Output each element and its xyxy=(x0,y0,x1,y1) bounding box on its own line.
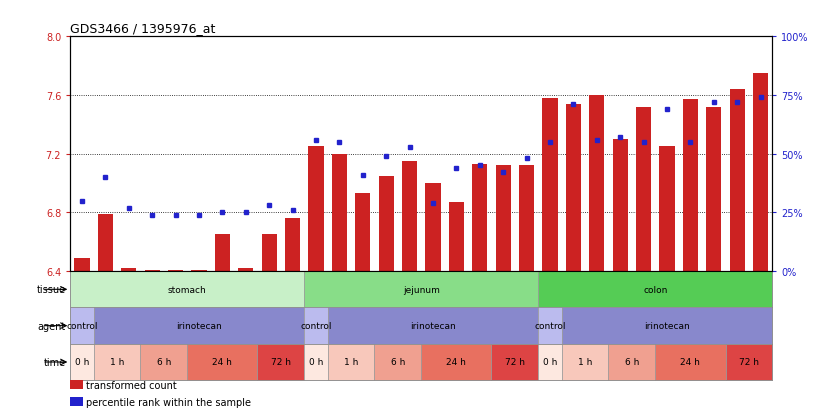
Bar xyxy=(496,166,510,271)
Bar xyxy=(70,380,83,389)
Bar xyxy=(70,271,304,308)
Bar xyxy=(308,147,324,271)
Text: irinotecan: irinotecan xyxy=(644,321,690,330)
Text: 24 h: 24 h xyxy=(681,358,700,367)
Bar xyxy=(706,107,721,271)
Bar xyxy=(543,99,558,271)
Text: tissue: tissue xyxy=(37,285,66,294)
Bar xyxy=(70,344,93,380)
Bar xyxy=(70,308,93,344)
Bar xyxy=(562,344,609,380)
Bar xyxy=(374,344,421,380)
Bar xyxy=(402,161,417,271)
Bar xyxy=(378,176,394,271)
Bar xyxy=(188,344,258,380)
Text: irinotecan: irinotecan xyxy=(176,321,222,330)
Bar xyxy=(304,271,539,308)
Bar xyxy=(93,344,140,380)
Bar xyxy=(332,154,347,271)
Text: colon: colon xyxy=(643,285,667,294)
Bar xyxy=(238,268,254,271)
Bar xyxy=(472,164,487,271)
Bar xyxy=(304,344,328,380)
Text: agent: agent xyxy=(38,321,66,331)
Bar xyxy=(421,344,491,380)
Bar xyxy=(539,271,772,308)
Bar xyxy=(613,140,628,271)
Text: 6 h: 6 h xyxy=(624,358,639,367)
Bar xyxy=(140,344,188,380)
Bar xyxy=(636,107,651,271)
Bar xyxy=(70,397,83,406)
Text: 6 h: 6 h xyxy=(157,358,171,367)
Bar xyxy=(74,258,89,271)
Text: control: control xyxy=(66,321,97,330)
Text: transformed count: transformed count xyxy=(87,380,177,390)
Bar xyxy=(519,166,534,271)
Bar xyxy=(659,147,675,271)
Bar xyxy=(168,270,183,271)
Bar xyxy=(145,270,159,271)
Text: 0 h: 0 h xyxy=(309,358,323,367)
Text: stomach: stomach xyxy=(168,285,206,294)
Text: jejunum: jejunum xyxy=(403,285,439,294)
Bar xyxy=(725,344,772,380)
Text: 1 h: 1 h xyxy=(578,358,592,367)
Bar xyxy=(425,184,440,271)
Text: 24 h: 24 h xyxy=(212,358,232,367)
Bar xyxy=(539,308,562,344)
Bar xyxy=(215,235,230,271)
Bar xyxy=(566,104,581,271)
Text: 0 h: 0 h xyxy=(543,358,558,367)
Bar xyxy=(753,74,768,271)
Bar xyxy=(355,194,370,271)
Bar xyxy=(258,344,304,380)
Bar xyxy=(589,96,605,271)
Text: irinotecan: irinotecan xyxy=(410,321,456,330)
Bar xyxy=(262,235,277,271)
Text: 1 h: 1 h xyxy=(110,358,124,367)
Text: 6 h: 6 h xyxy=(391,358,405,367)
Bar xyxy=(97,214,113,271)
Bar xyxy=(539,344,562,380)
Text: 24 h: 24 h xyxy=(446,358,467,367)
Bar xyxy=(192,270,206,271)
Text: 72 h: 72 h xyxy=(505,358,525,367)
Text: percentile rank within the sample: percentile rank within the sample xyxy=(87,397,251,407)
Bar xyxy=(93,308,304,344)
Bar xyxy=(328,344,374,380)
Bar xyxy=(121,268,136,271)
Text: 1 h: 1 h xyxy=(344,358,358,367)
Bar xyxy=(655,344,725,380)
Bar xyxy=(729,90,745,271)
Bar xyxy=(609,344,655,380)
Bar xyxy=(449,203,464,271)
Bar xyxy=(328,308,539,344)
Bar xyxy=(491,344,539,380)
Text: 72 h: 72 h xyxy=(271,358,291,367)
Bar xyxy=(304,308,328,344)
Text: 0 h: 0 h xyxy=(74,358,89,367)
Bar xyxy=(562,308,772,344)
Bar xyxy=(683,100,698,271)
Text: time: time xyxy=(44,357,66,367)
Text: control: control xyxy=(534,321,566,330)
Text: GDS3466 / 1395976_at: GDS3466 / 1395976_at xyxy=(70,22,216,35)
Text: control: control xyxy=(300,321,332,330)
Text: 72 h: 72 h xyxy=(739,358,759,367)
Bar xyxy=(285,219,300,271)
